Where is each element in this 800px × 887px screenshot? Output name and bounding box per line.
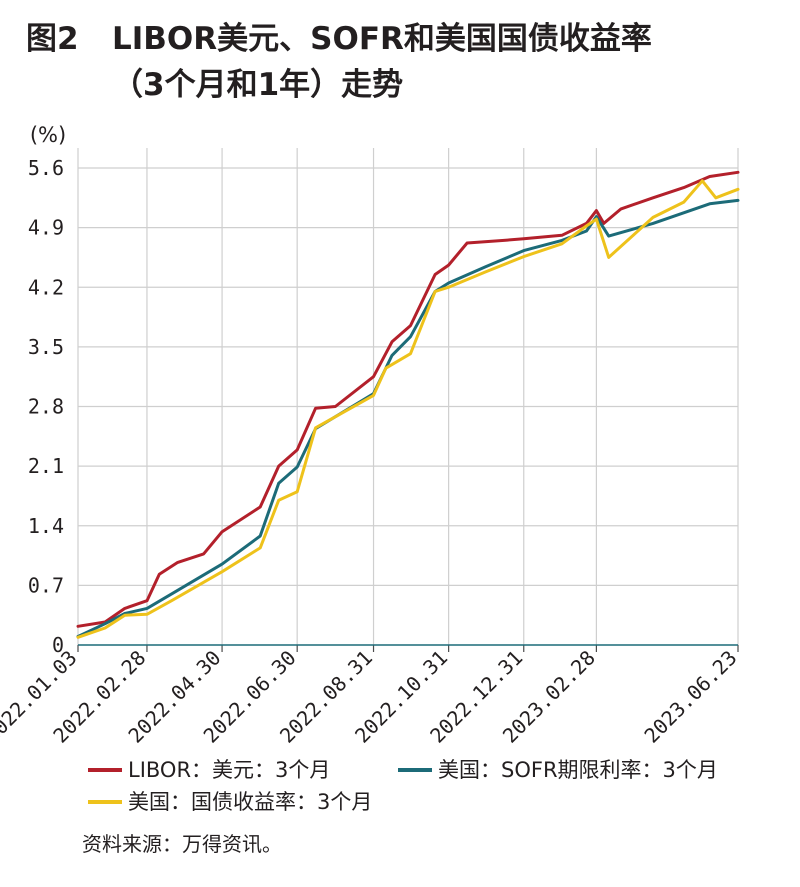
series-line-treasury [76, 179, 740, 639]
y-tick-label: 4.9 [28, 216, 64, 240]
legend-item-sofr: 美国：SOFR期限利率：3个月 [398, 755, 718, 785]
legend-swatch-treasury [88, 800, 122, 804]
figure-label: 图2 [26, 21, 79, 57]
legend-label-treasury: 美国：国债收益率：3个月 [128, 790, 373, 814]
figure-title: 图2 LIBOR美元、SOFR和美国国债收益率 （3个月和1年）走势 [26, 16, 786, 108]
y-tick-label: 1.4 [28, 514, 64, 538]
y-tick-label: 0 [52, 633, 64, 657]
y-tick-label: 5.6 [28, 156, 64, 180]
legend-swatch-sofr [398, 768, 432, 772]
y-tick-label: 0.7 [28, 573, 64, 597]
legend-item-libor: LIBOR：美元：3个月 [88, 755, 330, 785]
legend-swatch-libor [88, 768, 122, 772]
source-note: 资料来源：万得资讯。 [82, 832, 282, 856]
figure-title-line1: LIBOR美元、SOFR和美国国债收益率 [112, 21, 652, 57]
y-tick-label: 4.2 [28, 275, 64, 299]
figure-title-line2: （3个月和1年）走势 [112, 67, 404, 103]
series-line-libor [76, 170, 740, 628]
legend-label-libor: LIBOR：美元：3个月 [128, 758, 331, 782]
legend-item-treasury: 美国：国债收益率：3个月 [88, 787, 372, 817]
legend-label-sofr: 美国：SOFR期限利率：3个月 [438, 758, 718, 782]
y-tick-label: 3.5 [28, 335, 64, 359]
x-tick-label: 2023.06.23 [639, 646, 741, 748]
series-line-sofr [76, 198, 740, 638]
y-tick-label: 2.1 [28, 454, 64, 478]
y-unit-label: (%) [30, 123, 66, 147]
y-tick-label: 2.8 [28, 395, 64, 419]
